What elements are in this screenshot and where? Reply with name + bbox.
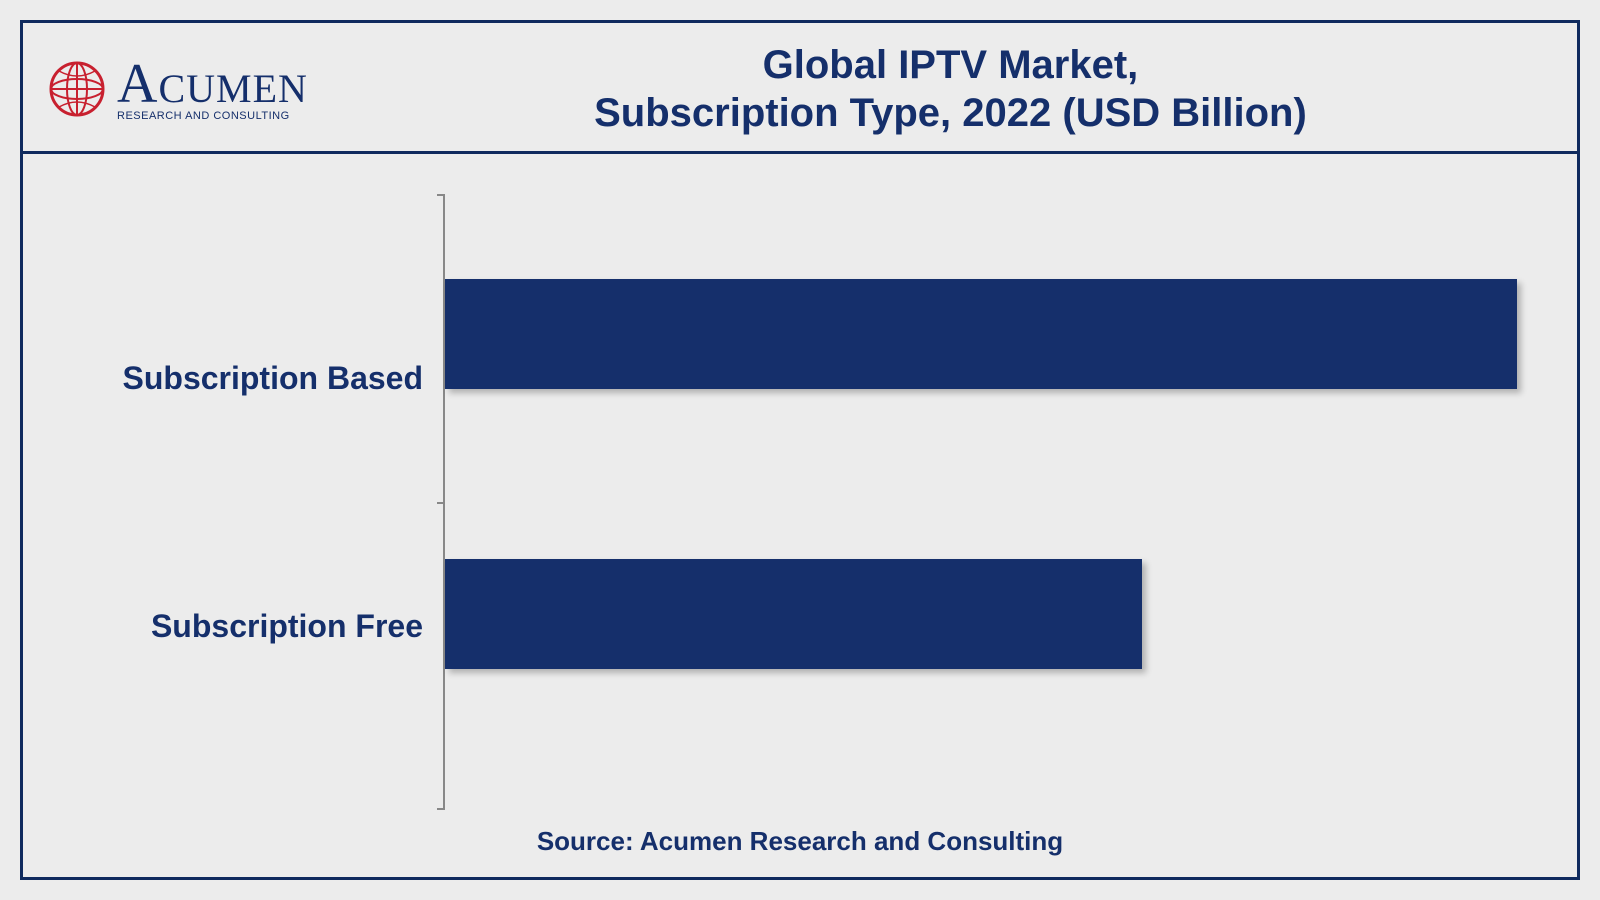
category-label-0: Subscription Based	[83, 360, 423, 397]
y-axis-labels: Subscription Based Subscription Free	[83, 194, 443, 810]
header: ACUMEN RESEARCH AND CONSULTING Global IP…	[23, 23, 1577, 154]
category-label-1: Subscription Free	[83, 608, 423, 645]
bars-region	[443, 194, 1517, 810]
logo-name-rest: CUMEN	[158, 66, 307, 111]
axis-tick	[437, 502, 445, 504]
logo-company-name: ACUMEN	[117, 56, 308, 112]
bar-subscription-free	[445, 559, 1142, 669]
axis-tick	[437, 808, 445, 810]
chart-title: Global IPTV Market, Subscription Type, 2…	[348, 41, 1553, 137]
title-line-2: Subscription Type, 2022 (USD Billion)	[348, 89, 1553, 137]
axis-tick	[437, 194, 445, 196]
source-attribution: Source: Acumen Research and Consulting	[83, 810, 1517, 857]
logo-tagline: RESEARCH AND CONSULTING	[117, 110, 308, 122]
logo-text: ACUMEN RESEARCH AND CONSULTING	[117, 56, 308, 122]
company-logo: ACUMEN RESEARCH AND CONSULTING	[47, 56, 308, 122]
chart-area: Subscription Based Subscription Free	[83, 194, 1517, 810]
globe-icon	[47, 59, 107, 119]
title-line-1: Global IPTV Market,	[348, 41, 1553, 89]
chart-body: Subscription Based Subscription Free Sou…	[23, 154, 1577, 877]
chart-frame: ACUMEN RESEARCH AND CONSULTING Global IP…	[20, 20, 1580, 880]
bar-subscription-based	[445, 279, 1517, 389]
